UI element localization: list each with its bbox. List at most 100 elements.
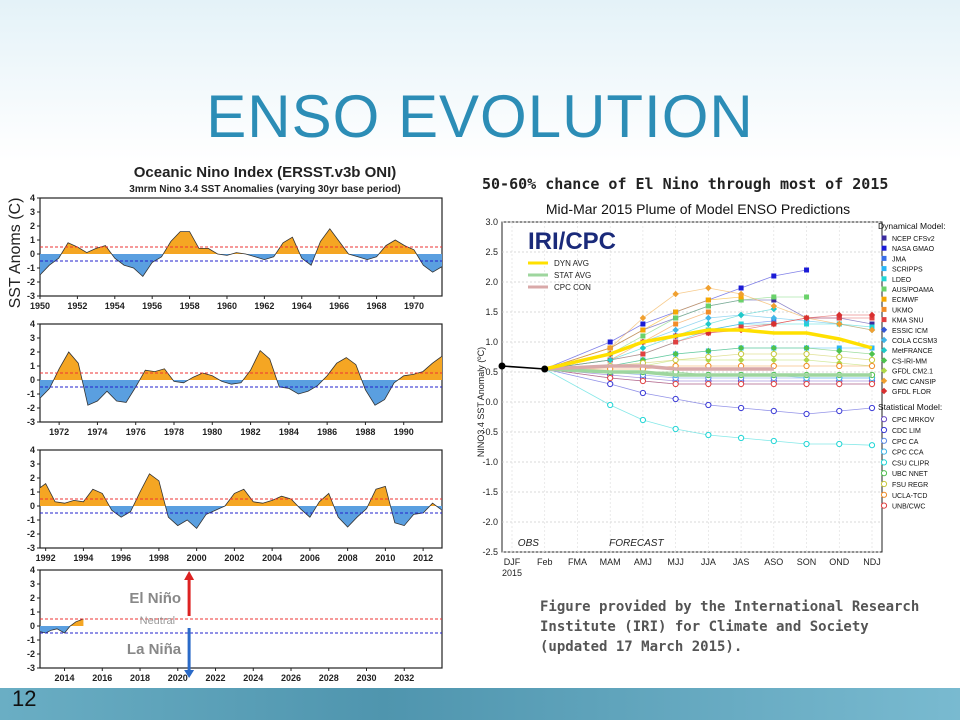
oni-y-tick-label: -3 — [27, 663, 35, 673]
plume-series-marker — [640, 327, 646, 333]
plume-series-marker — [673, 309, 679, 315]
legend-model-label: CPC CA — [892, 439, 919, 446]
oni-x-tick-label: 2028 — [319, 673, 339, 683]
legend-marker — [880, 377, 888, 384]
plume-series-marker — [803, 440, 810, 448]
oni-x-tick-label: 1988 — [355, 427, 375, 437]
cpc-con-line — [544, 364, 774, 371]
plume-series-marker — [705, 314, 712, 322]
plume-series-marker — [868, 326, 876, 334]
oni-y-tick-label: 4 — [30, 193, 35, 203]
oni-series-line — [40, 473, 442, 530]
plume-model-legend: Dynamical Model: NCEP CFSv2 NASA GMAO JMA SC… — [878, 221, 946, 511]
neutral-label: Neutral — [140, 615, 175, 627]
oni-chart: Oceanic Nino Index (ERSST.v3b ONI) 3mrm … — [7, 164, 443, 683]
oni-y-tick-label: 2 — [30, 347, 35, 357]
plume-x-tick-label: SON — [797, 557, 817, 567]
oni-y-tick-label: -1 — [27, 389, 35, 399]
oni-y-tick-label: 1 — [30, 487, 35, 497]
oni-x-tick-label: 2006 — [300, 553, 320, 563]
legend-model-label: SCRIPPS — [892, 267, 923, 274]
oni-x-tick-label: 2000 — [187, 553, 207, 563]
oni-cold-area — [40, 626, 84, 633]
oni-x-tick-label: 1970 — [404, 301, 424, 311]
oni-y-tick-label: 1 — [30, 607, 35, 617]
oni-y-tick-label: 2 — [30, 593, 35, 603]
oni-x-tick-label: 2002 — [224, 553, 244, 563]
oni-x-tick-label: 1984 — [279, 427, 299, 437]
plume-series-marker — [804, 294, 810, 300]
plume-series-marker — [868, 442, 876, 449]
oni-y-tick-label: 1 — [30, 361, 35, 371]
oni-x-tick-label: 2018 — [130, 673, 150, 683]
legend-statistical-title: Statistical Model: — [878, 402, 942, 412]
plume-series-marker — [836, 362, 843, 370]
plume-series-marker — [737, 434, 745, 442]
oni-x-tick-label: 1960 — [217, 301, 237, 311]
plume-series-marker — [738, 321, 744, 327]
plume-series-marker — [836, 353, 843, 361]
la-nina-label: La Niña — [127, 641, 182, 658]
oni-x-tick-label: 1972 — [49, 427, 69, 437]
plume-series-marker — [607, 374, 614, 382]
legend-model-label: GFDL FLOR — [892, 389, 931, 396]
oni-x-tick-label: 1992 — [36, 553, 56, 563]
plume-series-marker — [672, 290, 679, 298]
oni-x-tick-label: 1974 — [87, 427, 107, 437]
oni-y-tick-label: 3 — [30, 459, 35, 469]
legend-marker — [880, 437, 888, 444]
plume-series-marker — [771, 297, 777, 303]
oni-y-tick-label: 0 — [30, 375, 35, 385]
plume-series-marker — [673, 339, 679, 345]
legend-dynamical-title: Dynamical Model: — [878, 221, 946, 231]
plume-series-marker — [738, 285, 744, 291]
legend-marker — [880, 491, 888, 498]
plume-x-tick-label: OND — [829, 557, 850, 567]
plume-x-tick-label: AMJ — [634, 557, 652, 567]
oni-y-tick-label: -3 — [27, 417, 35, 427]
plume-series-marker — [607, 380, 614, 388]
plume-series-marker — [672, 326, 679, 334]
slide-footer-band — [0, 688, 960, 720]
plume-series-cdc-lim — [544, 368, 876, 418]
legend-model-label: CPC CCA — [892, 450, 924, 457]
observed-point — [498, 362, 506, 370]
oni-y-tick-label: -2 — [27, 649, 35, 659]
plume-series-line — [544, 368, 873, 415]
legend-marker — [881, 255, 887, 261]
plume-series-line — [544, 347, 873, 370]
plume-x-tick-label: JAS — [733, 557, 750, 567]
legend-marker — [881, 266, 887, 272]
oni-y-tick-label: -3 — [27, 543, 35, 553]
plume-y-tick-label: -2.5 — [482, 547, 498, 557]
oni-x-tick-label: 2026 — [281, 673, 301, 683]
oni-x-tick-label: 1968 — [367, 301, 387, 311]
plume-series-marker — [673, 315, 679, 321]
plume-obs-label: OBS — [518, 538, 539, 549]
plume-series-marker — [771, 273, 777, 279]
plume-y-tick-label: 3.0 — [485, 217, 498, 227]
oni-x-tick-label: 2032 — [394, 673, 414, 683]
legend-marker — [880, 367, 888, 374]
oni-y-tick-label: 1 — [30, 235, 35, 245]
oni-x-tick-label: 2020 — [168, 673, 188, 683]
plume-x-tick-label: ASO — [764, 557, 783, 567]
plume-series-marker — [868, 311, 876, 319]
oni-x-tick-label: 2024 — [243, 673, 263, 683]
plume-series-csu-clipr — [544, 368, 876, 449]
plume-y-tick-label: 2.0 — [485, 277, 498, 287]
oni-x-tick-label: 2016 — [92, 673, 112, 683]
legend-model-label: GFDL CM2.1 — [892, 369, 933, 376]
plume-chart-title: Mid-Mar 2015 Plume of Model ENSO Predict… — [546, 201, 850, 217]
oni-y-tick-label: -2 — [27, 277, 35, 287]
oni-x-tick-label: 1990 — [394, 427, 414, 437]
oni-x-tick-label: 1954 — [105, 301, 125, 311]
plume-series-marker — [771, 294, 777, 300]
plume-series-marker — [705, 284, 712, 292]
plume-series-marker — [836, 380, 843, 388]
plume-series-marker — [804, 267, 810, 273]
plume-year-label: 2015 — [502, 568, 522, 578]
oni-x-tick-label: 1978 — [164, 427, 184, 437]
oni-x-tick-label: 2008 — [338, 553, 358, 563]
oni-x-tick-label: 1956 — [142, 301, 162, 311]
